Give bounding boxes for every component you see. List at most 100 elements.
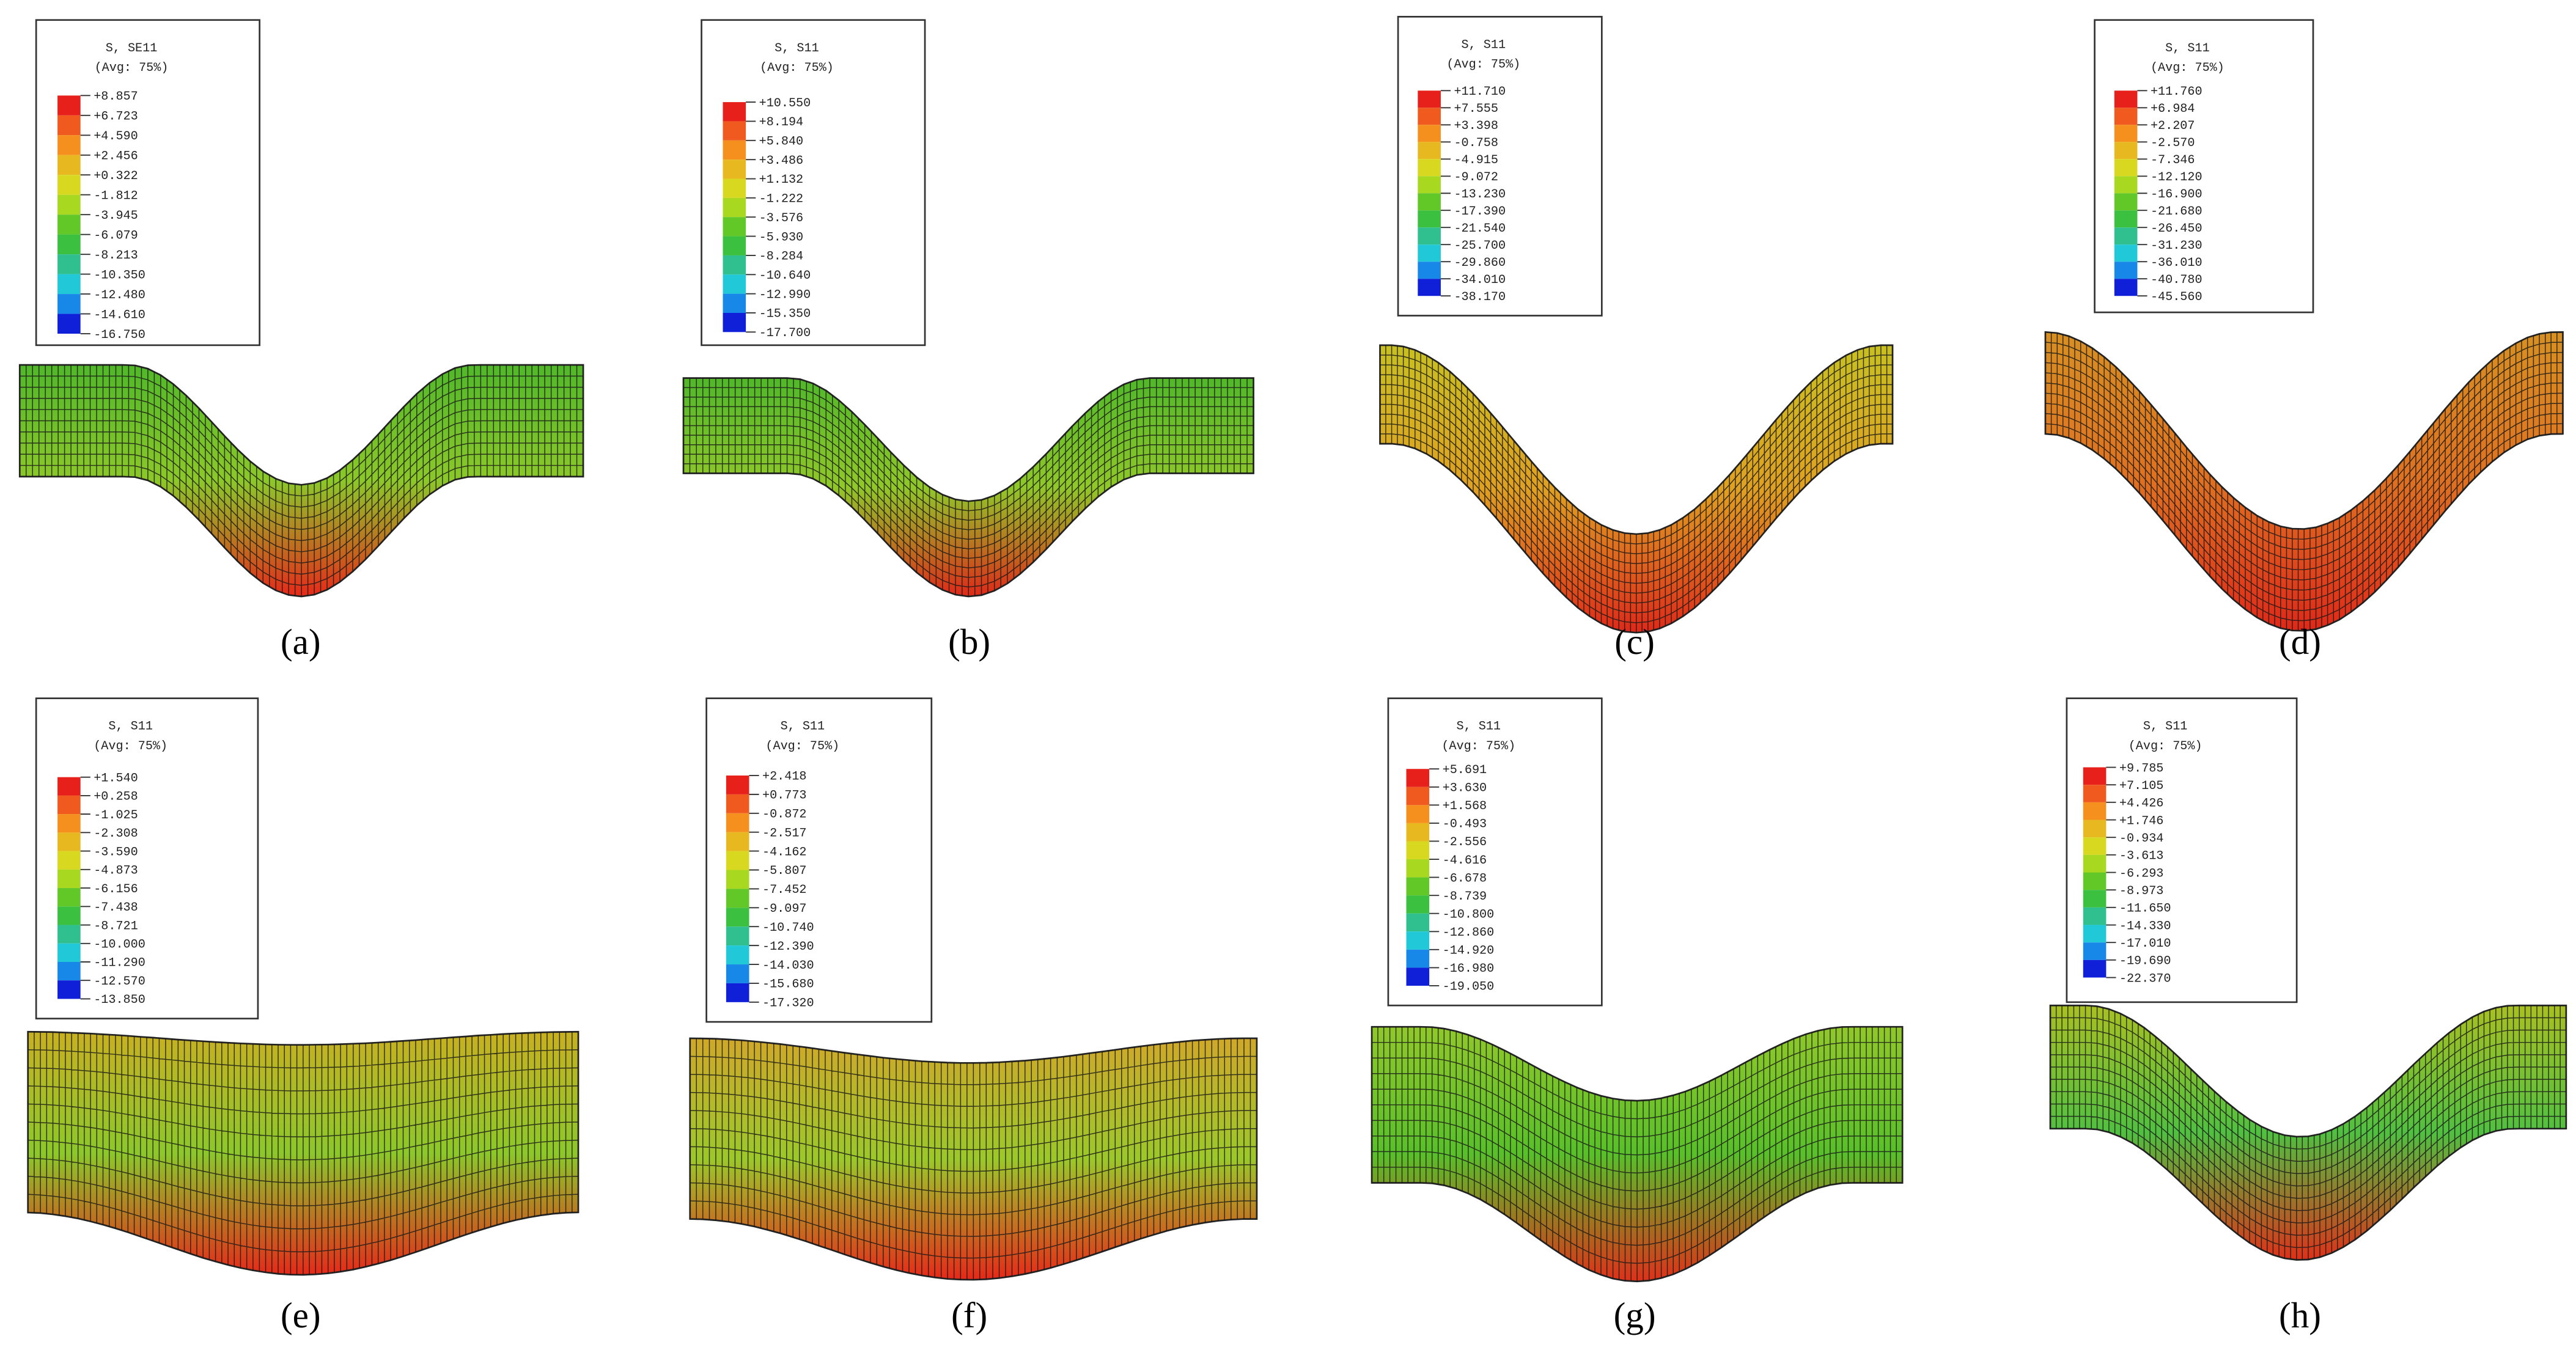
legend-level: -4.616: [1443, 854, 1487, 868]
legend-level: -34.010: [1454, 273, 1506, 287]
legend-level: -12.860: [1443, 926, 1495, 940]
color-band: [57, 869, 81, 889]
color-band: [57, 95, 81, 116]
mesh-lines: [1372, 1027, 1903, 1282]
legend-level: -29.860: [1454, 256, 1506, 270]
legend-level: +5.691: [1443, 763, 1487, 777]
legend-level: -6.156: [94, 882, 138, 897]
mesh-lines: [28, 1032, 579, 1275]
color-band: [723, 217, 746, 237]
mesh-lines: [1380, 345, 1893, 633]
color-band: [57, 925, 81, 944]
legend-level: -15.350: [759, 307, 811, 321]
color-band: [2083, 837, 2107, 855]
legend-level: +7.105: [2119, 779, 2164, 793]
legend-level: -16.900: [2151, 188, 2202, 202]
color-band: [2114, 262, 2138, 279]
legend-level: -12.120: [2151, 171, 2202, 185]
color-band: [57, 943, 81, 962]
legend-level: -3.613: [2119, 849, 2164, 864]
legend-title: S, S11: [775, 42, 819, 56]
color-band: [1406, 859, 1430, 878]
color-band: [2083, 785, 2107, 802]
color-band: [2114, 125, 2138, 142]
legend-level: +3.486: [759, 154, 804, 168]
color-band: [57, 215, 81, 235]
color-band: [1418, 279, 1441, 296]
color-band: [57, 135, 81, 155]
color-band: [1418, 193, 1441, 211]
color-band: [726, 813, 749, 832]
color-band: [1406, 769, 1430, 787]
legend-level: +2.207: [2151, 119, 2195, 133]
color-band: [57, 234, 81, 255]
legend-level: -1.812: [94, 189, 138, 203]
color-band: [2114, 210, 2138, 228]
legend-level: -12.480: [94, 288, 145, 303]
legend-level: -16.980: [1443, 962, 1495, 976]
color-band: [1406, 913, 1430, 932]
legend-level: -13.230: [1454, 188, 1506, 202]
color-band: [1418, 210, 1441, 228]
legend-level: -1.025: [94, 809, 138, 823]
legend-level: -8.213: [94, 249, 138, 263]
legend-title: S, S11: [2165, 42, 2210, 56]
panel-caption: (f): [951, 1295, 987, 1335]
legend-subtitle: (Avg: 75%): [765, 739, 839, 754]
legend-subtitle: (Avg: 75%): [1446, 58, 1520, 72]
color-band: [726, 983, 749, 1002]
color-band: [57, 194, 81, 215]
legend-level: +6.723: [94, 110, 138, 124]
legend-level: -12.570: [94, 975, 145, 989]
legend-level: -13.850: [94, 993, 145, 1007]
color-band: [2083, 890, 2107, 908]
color-band: [2083, 854, 2107, 873]
legend-title: S, SE11: [106, 42, 158, 56]
mesh-lines: [683, 378, 1254, 597]
color-band: [2114, 142, 2138, 160]
legend-subtitle: (Avg: 75%): [2151, 61, 2225, 75]
legend-level: +8.194: [759, 116, 804, 130]
color-band: [1406, 967, 1430, 986]
legend-level: -16.750: [94, 328, 145, 342]
panel-caption: (d): [2279, 622, 2321, 662]
legend-level: -9.072: [1454, 171, 1498, 185]
legend-level: +9.785: [2119, 761, 2164, 776]
legend-level: -14.610: [94, 308, 145, 322]
legend-level: +0.258: [94, 790, 138, 804]
legend-level: -10.800: [1443, 908, 1495, 922]
color-band: [723, 140, 746, 160]
color-band: [2083, 925, 2107, 943]
legend-level: -3.945: [94, 209, 138, 223]
color-band: [723, 236, 746, 255]
legend-subtitle: (Avg: 75%): [2129, 739, 2202, 754]
legend-level: -10.740: [762, 921, 814, 935]
legend-level: +0.322: [94, 169, 138, 183]
color-band: [726, 775, 749, 794]
color-band: [723, 102, 746, 122]
color-band: [2114, 159, 2138, 177]
color-band: [57, 254, 81, 274]
color-band: [1406, 841, 1430, 860]
legend-level: +4.426: [2119, 797, 2164, 811]
legend-level: -17.010: [2119, 937, 2171, 951]
legend-subtitle: (Avg: 75%): [760, 61, 834, 75]
legend-level: -10.000: [94, 937, 145, 952]
legend-level: +1.746: [2119, 814, 2164, 828]
color-band: [57, 962, 81, 981]
legend-level: -19.050: [1443, 980, 1495, 994]
color-band: [1418, 262, 1441, 279]
legend-level: -36.010: [2151, 256, 2202, 270]
legend-title: S, S11: [2143, 720, 2188, 734]
legend-level: -11.290: [94, 956, 145, 970]
color-band: [57, 832, 81, 851]
panel: S, S11 (Avg: 75%) +2.418 +0.773 -0.872 -2.517…: [689, 697, 1258, 1335]
color-band: [57, 888, 81, 907]
color-band: [57, 777, 81, 796]
legend-level: -6.079: [94, 229, 138, 243]
color-band: [57, 294, 81, 314]
legend-title: S, S11: [1462, 38, 1506, 52]
color-band: [2114, 108, 2138, 125]
legend-subtitle: (Avg: 75%): [95, 61, 169, 75]
legend-level: +4.590: [94, 130, 138, 144]
